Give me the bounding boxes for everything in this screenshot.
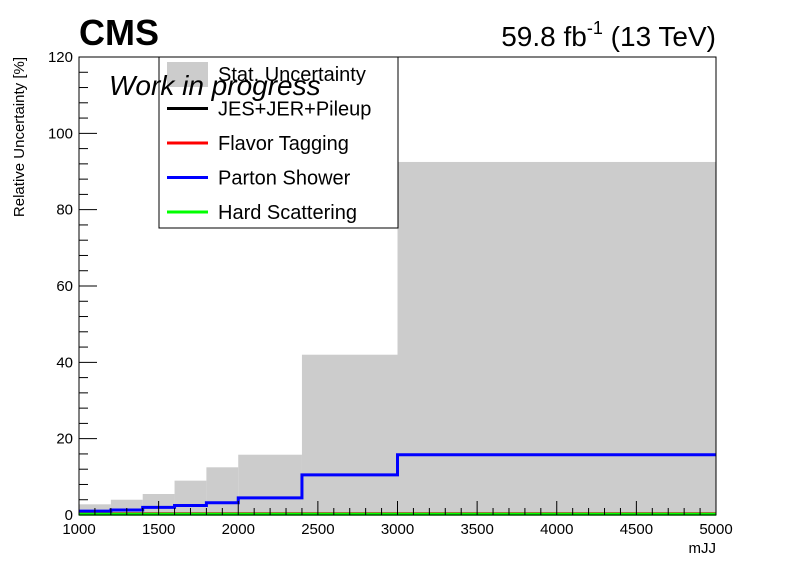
stat-uncertainty-bin	[206, 467, 239, 515]
x-tick-label: 2500	[301, 521, 334, 538]
y-tick-label: 120	[48, 49, 73, 66]
cms-label: CMS	[79, 12, 159, 53]
jes-jer-pileup-legend-label: JES+JER+Pileup	[218, 99, 371, 121]
x-axis-title: mJJ	[689, 540, 717, 557]
x-tick-label: 3500	[460, 521, 493, 538]
stat-uncertainty-bin	[301, 354, 398, 515]
lumi-label: 59.8 fb-1 (13 TeV)	[501, 18, 716, 52]
y-tick-label: 80	[56, 202, 73, 219]
x-tick-label: 2000	[222, 521, 255, 538]
parton-shower-legend-label: Parton Shower	[218, 168, 351, 190]
energy-label: (13 TeV)	[611, 21, 716, 52]
x-tick-label: 1000	[62, 521, 95, 538]
y-tick-label: 0	[65, 507, 73, 524]
x-tick-label: 4000	[540, 521, 573, 538]
y-tick-label: 100	[48, 125, 73, 142]
y-axis-title: Relative Uncertainty [%]	[11, 57, 28, 217]
lumi-exponent: -1	[587, 18, 603, 38]
legend: Stat. Uncertainty JES+JER+Pileup Flavor Ta…	[158, 56, 399, 229]
stat-uncertainty-bin	[238, 454, 302, 515]
y-tick-label: 60	[56, 278, 73, 295]
flavor-tagging-legend-label: Flavor Tagging	[218, 133, 349, 155]
stat-uncertainty-legend-swatch	[167, 62, 208, 87]
stat-uncertainty-bin	[397, 161, 716, 516]
hard-scattering-legend-label: Hard Scattering	[218, 202, 357, 224]
x-tick-label: 5000	[699, 521, 732, 538]
y-tick-label: 40	[56, 354, 73, 371]
x-tick-label: 1500	[142, 521, 175, 538]
y-tick-label: 20	[56, 431, 73, 448]
work-in-progress-label: Work in progress	[109, 70, 321, 101]
lumi-value: 59.8 fb	[501, 21, 587, 52]
x-tick-label: 3000	[381, 521, 414, 538]
stat-uncertainty-legend-label: Stat. Uncertainty	[218, 64, 366, 86]
x-tick-label: 4500	[620, 521, 653, 538]
